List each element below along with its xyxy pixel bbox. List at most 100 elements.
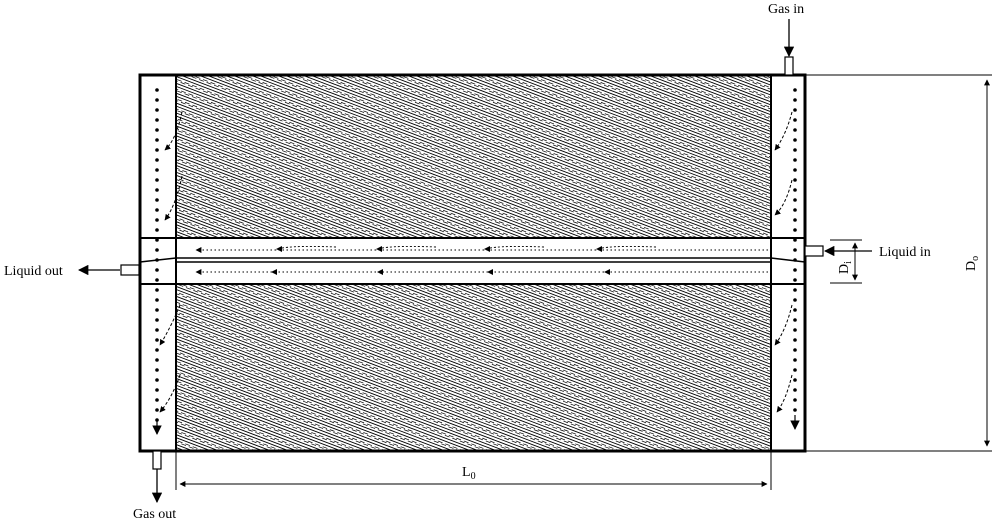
fiber-line	[608, 76, 771, 138]
fiber-line	[264, 284, 707, 451]
flow-arrows	[152, 88, 800, 435]
fiber-line	[176, 380, 362, 451]
fiber-line	[176, 92, 559, 238]
liquid-flow-arrow	[604, 269, 610, 275]
fiber-line	[270, 76, 700, 238]
fiber-line	[176, 321, 518, 451]
fiber-line	[732, 284, 771, 299]
fiber-line	[176, 414, 273, 451]
fiber-line	[303, 76, 733, 238]
liquid-flow-arrow	[275, 245, 337, 251]
gas-curve-arrow	[164, 175, 183, 221]
fiber-line	[176, 345, 455, 451]
fiber-line	[176, 119, 488, 238]
fiber-line	[176, 98, 544, 238]
port-arrows	[77, 19, 872, 504]
fiber-line	[498, 284, 771, 388]
fiber-line	[630, 76, 771, 130]
fiber-line	[571, 76, 771, 152]
fiber-line	[667, 76, 771, 116]
fiber-line	[491, 284, 771, 391]
fiber-line	[176, 293, 592, 451]
fiber-line	[176, 171, 351, 238]
fiber-line	[176, 85, 577, 238]
fiber-line	[0, 279, 201, 461]
fiber-line	[176, 332, 488, 451]
fiber-line	[176, 372, 384, 451]
fiber-line	[176, 129, 462, 238]
fiber-line	[176, 157, 388, 238]
fiber-line	[176, 291, 596, 451]
fiber-line	[511, 76, 771, 175]
fiber-line	[524, 284, 771, 378]
fiber-line	[506, 284, 771, 385]
fiber-line	[766, 279, 997, 461]
fiber-line	[539, 284, 771, 372]
liquid-flow-arrow	[271, 269, 277, 275]
fiber-line	[478, 76, 771, 188]
fiber-line	[582, 76, 771, 148]
fiber-line	[764, 76, 771, 79]
fiber-line	[426, 76, 771, 207]
liquid-flow-arrow	[487, 269, 493, 275]
fiber-line	[246, 284, 689, 451]
fiber-line	[357, 284, 771, 442]
length-label: L0	[462, 465, 476, 482]
fiber-line	[407, 76, 771, 215]
fiber-line	[597, 76, 771, 142]
fiber-line	[240, 76, 670, 238]
fiber-line	[176, 147, 414, 238]
fiber-line	[176, 284, 618, 451]
fiber-line	[233, 76, 663, 238]
fiber-line	[565, 284, 771, 363]
fiber-line	[244, 76, 674, 238]
fiber-line	[176, 424, 247, 451]
fiber-line	[176, 338, 473, 451]
fiber-line	[556, 76, 771, 158]
fiber-line	[439, 284, 771, 410]
fiber-line	[181, 76, 611, 238]
gas-curve-arrow	[159, 374, 181, 413]
fiber-line	[467, 76, 771, 192]
fiber-line	[176, 315, 533, 451]
fiber-line	[176, 331, 492, 451]
fiber-line	[465, 284, 771, 401]
fiber-line	[0, 71, 175, 248]
fiber-line	[370, 76, 771, 229]
fiber-line	[318, 76, 748, 238]
fiber-line	[389, 76, 771, 221]
fiber-line	[176, 191, 299, 238]
fiber-line	[745, 76, 771, 86]
fiber-line	[493, 76, 771, 182]
fiber-line	[337, 76, 767, 238]
fiber-line	[176, 390, 336, 451]
fiber-line	[751, 284, 771, 292]
fiber-line	[176, 348, 447, 451]
gas-curve-arrow	[774, 304, 793, 346]
gas-out-port	[152, 450, 162, 470]
fiber-line	[519, 76, 771, 172]
liquid-in-label: Liquid in	[879, 245, 931, 260]
fiber-line	[656, 76, 771, 120]
fiber-line	[420, 284, 771, 418]
fiber-line	[762, 279, 997, 461]
liquid-out-port	[120, 264, 140, 276]
fiber-line	[545, 76, 771, 162]
fiber-line	[176, 105, 525, 238]
fiber-line	[435, 284, 771, 412]
fiber-line	[176, 194, 291, 238]
fiber-line	[272, 284, 715, 451]
fiber-line	[526, 76, 771, 169]
fiber-line	[176, 80, 592, 238]
fiber-line	[176, 108, 518, 238]
fiber-line	[176, 288, 603, 451]
fiber-line	[409, 284, 771, 422]
fiber-line	[176, 204, 265, 238]
fiber-line	[176, 394, 325, 451]
fiber-line	[176, 198, 280, 238]
fiber-line	[779, 71, 997, 248]
fiber-line	[176, 387, 343, 451]
fiber-line	[176, 311, 544, 451]
fiber-line	[342, 284, 771, 447]
fiber-line	[361, 284, 771, 440]
